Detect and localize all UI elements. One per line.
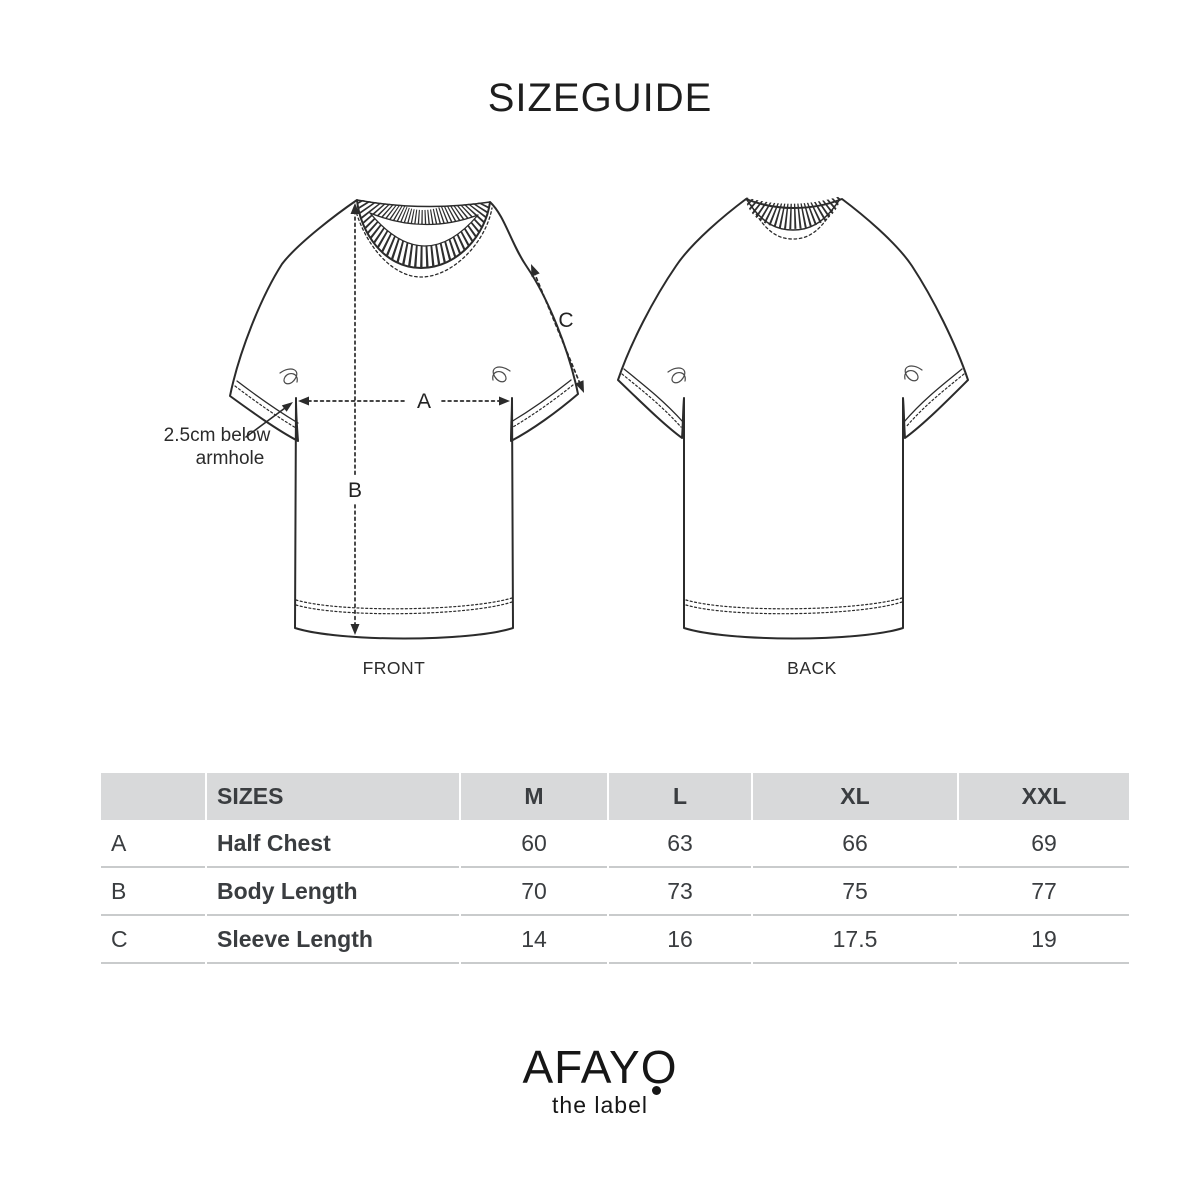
- back-collar-ribs: [745, 196, 841, 229]
- col-header-sizes: SIZES: [207, 773, 459, 820]
- front-collar-ribs: [357, 199, 490, 268]
- value-cell: 73: [609, 868, 751, 916]
- row-label: Body Length: [207, 868, 459, 916]
- back-left-armpit-curl: [667, 367, 686, 384]
- value-cell: 17.5: [753, 916, 957, 964]
- table-row-body-length: B Body Length 70 73 75 77: [101, 868, 1129, 916]
- measure-arrow-a: [298, 396, 510, 406]
- front-left-cuff-stitch: [236, 380, 299, 424]
- row-letter: B: [101, 868, 205, 916]
- front-shirt-drawing: A B C 2.5cm below armhole: [164, 199, 584, 678]
- back-hem-stitch: [685, 597, 903, 610]
- value-cell: 60: [461, 820, 607, 868]
- armhole-annotation-line1: 2.5cm below: [164, 425, 271, 446]
- armhole-annotation-arrow: [245, 402, 293, 438]
- measure-label-a: A: [417, 390, 431, 413]
- brand-tagline: the label: [552, 1092, 648, 1118]
- row-letter: C: [101, 916, 205, 964]
- back-collar-seam: [750, 203, 837, 240]
- value-cell: 75: [753, 868, 957, 916]
- col-header-l: L: [609, 773, 751, 820]
- row-label: Sleeve Length: [207, 916, 459, 964]
- row-letter: A: [101, 820, 205, 868]
- col-header-xl: XL: [753, 773, 957, 820]
- back-right-cuff-stitch: [903, 368, 963, 423]
- back-caption: BACK: [787, 658, 837, 678]
- brand-wordmark: AFAYO: [522, 1041, 678, 1093]
- measure-arrow-b: [350, 203, 360, 635]
- table-row-half-chest: A Half Chest 60 63 66 69: [101, 820, 1129, 868]
- front-hem-stitch: [295, 597, 513, 610]
- value-cell: 14: [461, 916, 607, 964]
- front-body-outline: [229, 199, 579, 640]
- back-right-armpit-curl: [904, 365, 923, 382]
- page-title: SIZEGUIDE: [487, 76, 713, 120]
- back-left-cuff-stitch: [623, 368, 684, 423]
- front-right-armpit-curl: [492, 366, 511, 383]
- front-collar-top-edge: [356, 199, 491, 208]
- row-label: Half Chest: [207, 820, 459, 868]
- measure-label-c: C: [558, 309, 573, 332]
- table-row-sleeve-length: C Sleeve Length 14 16 17.5 19: [101, 916, 1129, 964]
- table-header-row: SIZES M L XL XXL: [101, 773, 1129, 820]
- back-left-cuff-stitch-dotted: [621, 373, 682, 428]
- value-cell: 19: [959, 916, 1129, 964]
- front-collar-seam: [354, 207, 493, 278]
- value-cell: 66: [753, 820, 957, 868]
- col-header-m: M: [461, 773, 607, 820]
- corner-cell: [101, 773, 205, 820]
- measure-label-b: B: [348, 479, 362, 502]
- value-cell: 70: [461, 868, 607, 916]
- front-caption: FRONT: [363, 658, 426, 678]
- armhole-annotation-line2: armhole: [196, 448, 265, 469]
- front-right-cuff-stitch: [510, 379, 572, 423]
- back-shirt-drawing: BACK: [617, 196, 969, 678]
- value-cell: 16: [609, 916, 751, 964]
- front-left-cuff-stitch-dotted: [234, 385, 297, 429]
- value-cell: 63: [609, 820, 751, 868]
- front-neck-opening: [369, 212, 479, 247]
- value-cell: 69: [959, 820, 1129, 868]
- o-dot: [652, 1086, 661, 1095]
- back-body-outline: [617, 198, 969, 640]
- measure-arrow-c: [531, 264, 584, 393]
- size-table: SIZES M L XL XXL A Half Chest 60 63 66 6…: [99, 773, 1131, 964]
- back-collar-bottom-edge: [746, 198, 841, 231]
- front-hem-stitch-2: [295, 601, 513, 615]
- back-right-cuff-stitch-dotted: [905, 373, 965, 428]
- front-right-cuff-stitch-dotted: [512, 384, 574, 428]
- value-cell: 77: [959, 868, 1129, 916]
- front-left-armpit-curl: [279, 368, 298, 385]
- back-hem-stitch-2: [685, 601, 903, 615]
- col-header-xxl: XXL: [959, 773, 1129, 820]
